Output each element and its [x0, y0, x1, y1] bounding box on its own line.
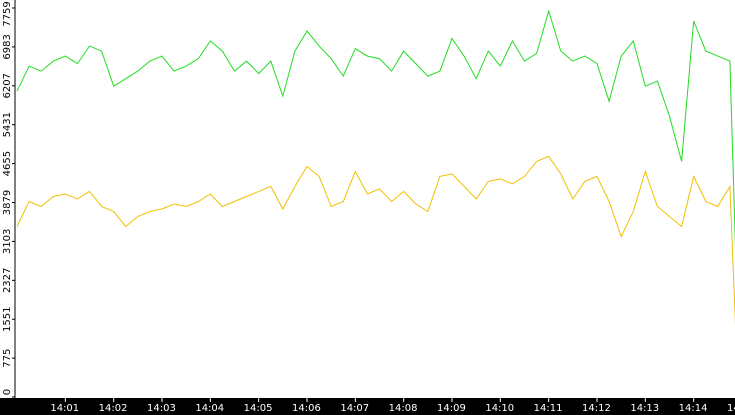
x-tick-label: 14:02 — [99, 403, 128, 414]
x-tick-label: 14:10 — [485, 403, 514, 414]
x-tick-label: 14:07 — [340, 403, 369, 414]
x-tick-label: 14:04 — [195, 403, 224, 414]
y-tick-label: 0 — [2, 389, 13, 395]
x-tick-label: 14:05 — [244, 403, 273, 414]
x-tick-label: 14:03 — [147, 403, 176, 414]
y-tick-label: 6207 — [2, 73, 13, 98]
y-tick-label: 5431 — [2, 112, 13, 137]
y-tick-label: 4655 — [2, 151, 13, 176]
x-tick-label: 14:08 — [389, 403, 418, 414]
y-tick-label: 2327 — [2, 268, 13, 293]
x-tick-label: 14:11 — [534, 403, 563, 414]
x-axis-band — [0, 398, 735, 415]
x-tick-label: 14:01 — [50, 403, 79, 414]
y-tick-label: 6983 — [2, 34, 13, 59]
y-tick-label: 775 — [2, 349, 13, 368]
y-tick-label: 3103 — [2, 229, 13, 254]
y-tick-label: 7759 — [2, 1, 13, 26]
x-tick-label: 14:13 — [630, 403, 659, 414]
x-tick-label: 14:12 — [582, 403, 611, 414]
line-series — [16, 155, 735, 325]
y-tick-label: 1551 — [2, 307, 13, 332]
line-series — [16, 9, 735, 250]
y-tick-label: 3879 — [2, 190, 13, 215]
x-tick-label: 14:06 — [292, 403, 321, 414]
x-tick-label: 14 — [727, 403, 735, 414]
x-tick-label: 14:14 — [679, 403, 708, 414]
x-tick-label: 14:09 — [437, 403, 466, 414]
